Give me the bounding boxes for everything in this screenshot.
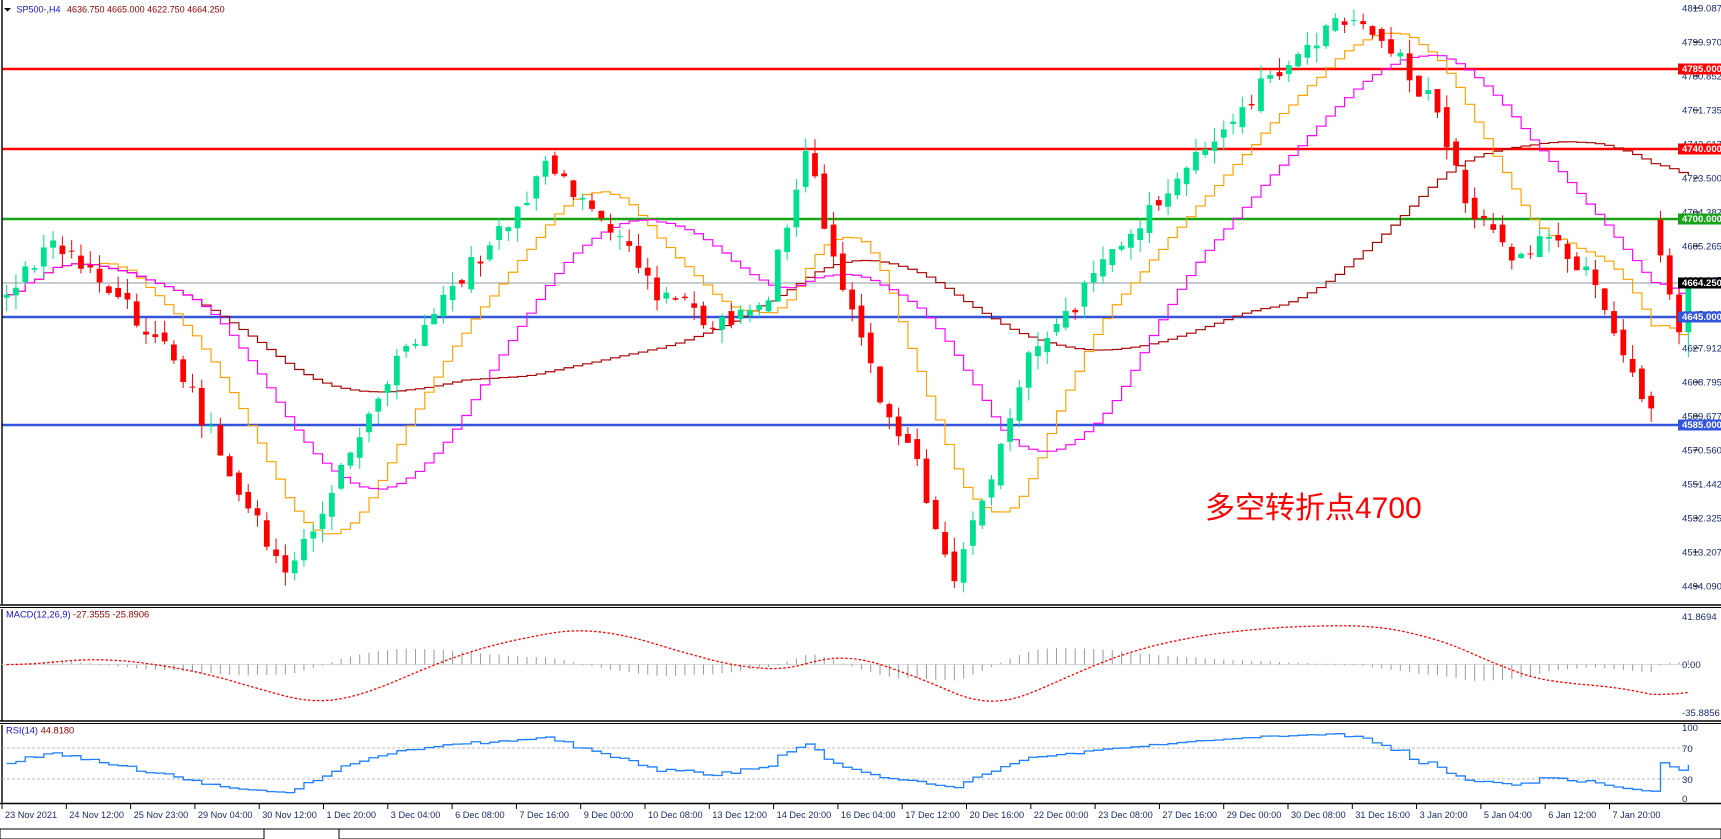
svg-text:31 Dec 16:00: 31 Dec 16:00 xyxy=(1355,810,1410,820)
svg-text:27 Dec 16:00: 27 Dec 16:00 xyxy=(1162,810,1217,820)
svg-text:4532.325: 4532.325 xyxy=(1682,513,1721,524)
svg-text:70: 70 xyxy=(1682,744,1693,755)
svg-text:4551.442: 4551.442 xyxy=(1682,479,1721,490)
svg-text:4570.560: 4570.560 xyxy=(1682,445,1721,456)
svg-text:多空转折点4700: 多空转折点4700 xyxy=(1205,492,1422,525)
svg-text:4513.207: 4513.207 xyxy=(1682,547,1721,558)
svg-text:4685.265: 4685.265 xyxy=(1682,241,1721,252)
svg-text:41.8694: 41.8694 xyxy=(1682,612,1717,623)
svg-text:3 Dec 04:00: 3 Dec 04:00 xyxy=(391,810,441,820)
svg-text:6 Dec 08:00: 6 Dec 08:00 xyxy=(455,810,505,820)
svg-text:RSI(14) 44.8180: RSI(14) 44.8180 xyxy=(6,726,74,736)
svg-text:25 Nov 23:00: 25 Nov 23:00 xyxy=(134,810,189,820)
svg-text:30 Dec 08:00: 30 Dec 08:00 xyxy=(1291,810,1346,820)
svg-text:7 Jan 20:00: 7 Jan 20:00 xyxy=(1613,810,1661,820)
svg-text:14 Dec 20:00: 14 Dec 20:00 xyxy=(777,810,832,820)
svg-text:4700.000: 4700.000 xyxy=(1682,214,1721,225)
svg-text:4585.000: 4585.000 xyxy=(1682,420,1721,431)
svg-text:29 Dec 00:00: 29 Dec 00:00 xyxy=(1227,810,1282,820)
svg-text:4799.970: 4799.970 xyxy=(1682,37,1721,48)
svg-text:9 Dec 00:00: 9 Dec 00:00 xyxy=(584,810,634,820)
svg-text:4740.000: 4740.000 xyxy=(1682,144,1721,155)
svg-text:4636.750 4665.000 4622.750 466: 4636.750 4665.000 4622.750 4664.250 xyxy=(67,5,225,15)
svg-text:4627.912: 4627.912 xyxy=(1682,343,1721,354)
svg-text:4785.000: 4785.000 xyxy=(1682,64,1721,75)
svg-text:4664.250: 4664.250 xyxy=(1682,278,1721,289)
svg-text:7 Dec 16:00: 7 Dec 16:00 xyxy=(519,810,569,820)
svg-text:4761.735: 4761.735 xyxy=(1682,105,1721,116)
svg-text:0.00: 0.00 xyxy=(1682,660,1701,671)
svg-text:10 Dec 08:00: 10 Dec 08:00 xyxy=(648,810,703,820)
svg-text:6 Jan 12:00: 6 Jan 12:00 xyxy=(1548,810,1596,820)
svg-text:29 Nov 04:00: 29 Nov 04:00 xyxy=(198,810,253,820)
svg-text:4494.090: 4494.090 xyxy=(1682,581,1721,592)
svg-text:20 Dec 16:00: 20 Dec 16:00 xyxy=(970,810,1025,820)
svg-text:5 Jan 04:00: 5 Jan 04:00 xyxy=(1484,810,1532,820)
svg-text:24 Nov 12:00: 24 Nov 12:00 xyxy=(69,810,124,820)
svg-text:4608.795: 4608.795 xyxy=(1682,377,1721,388)
svg-text:23 Nov 2021: 23 Nov 2021 xyxy=(5,810,57,820)
svg-text:30: 30 xyxy=(1682,775,1693,786)
svg-text:SP500-,H4: SP500-,H4 xyxy=(17,5,61,15)
svg-text:4645.000: 4645.000 xyxy=(1682,312,1721,323)
svg-text:4819.087: 4819.087 xyxy=(1682,3,1721,14)
svg-text:30 Nov 12:00: 30 Nov 12:00 xyxy=(262,810,317,820)
svg-text:1 Dec 20:00: 1 Dec 20:00 xyxy=(327,810,377,820)
svg-text:3 Jan 20:00: 3 Jan 20:00 xyxy=(1420,810,1468,820)
svg-text:16 Dec 04:00: 16 Dec 04:00 xyxy=(841,810,896,820)
svg-text:100: 100 xyxy=(1682,723,1698,734)
svg-text:MACD(12,26,9) -27.3555 -25.890: MACD(12,26,9) -27.3555 -25.8906 xyxy=(6,610,149,620)
svg-text:-35.8856: -35.8856 xyxy=(1682,708,1720,719)
svg-text:13 Dec 12:00: 13 Dec 12:00 xyxy=(712,810,767,820)
svg-text:22 Dec 00:00: 22 Dec 00:00 xyxy=(1034,810,1089,820)
svg-text:4723.500: 4723.500 xyxy=(1682,173,1721,184)
svg-text:17 Dec 12:00: 17 Dec 12:00 xyxy=(905,810,960,820)
svg-text:23 Dec 08:00: 23 Dec 08:00 xyxy=(1098,810,1153,820)
